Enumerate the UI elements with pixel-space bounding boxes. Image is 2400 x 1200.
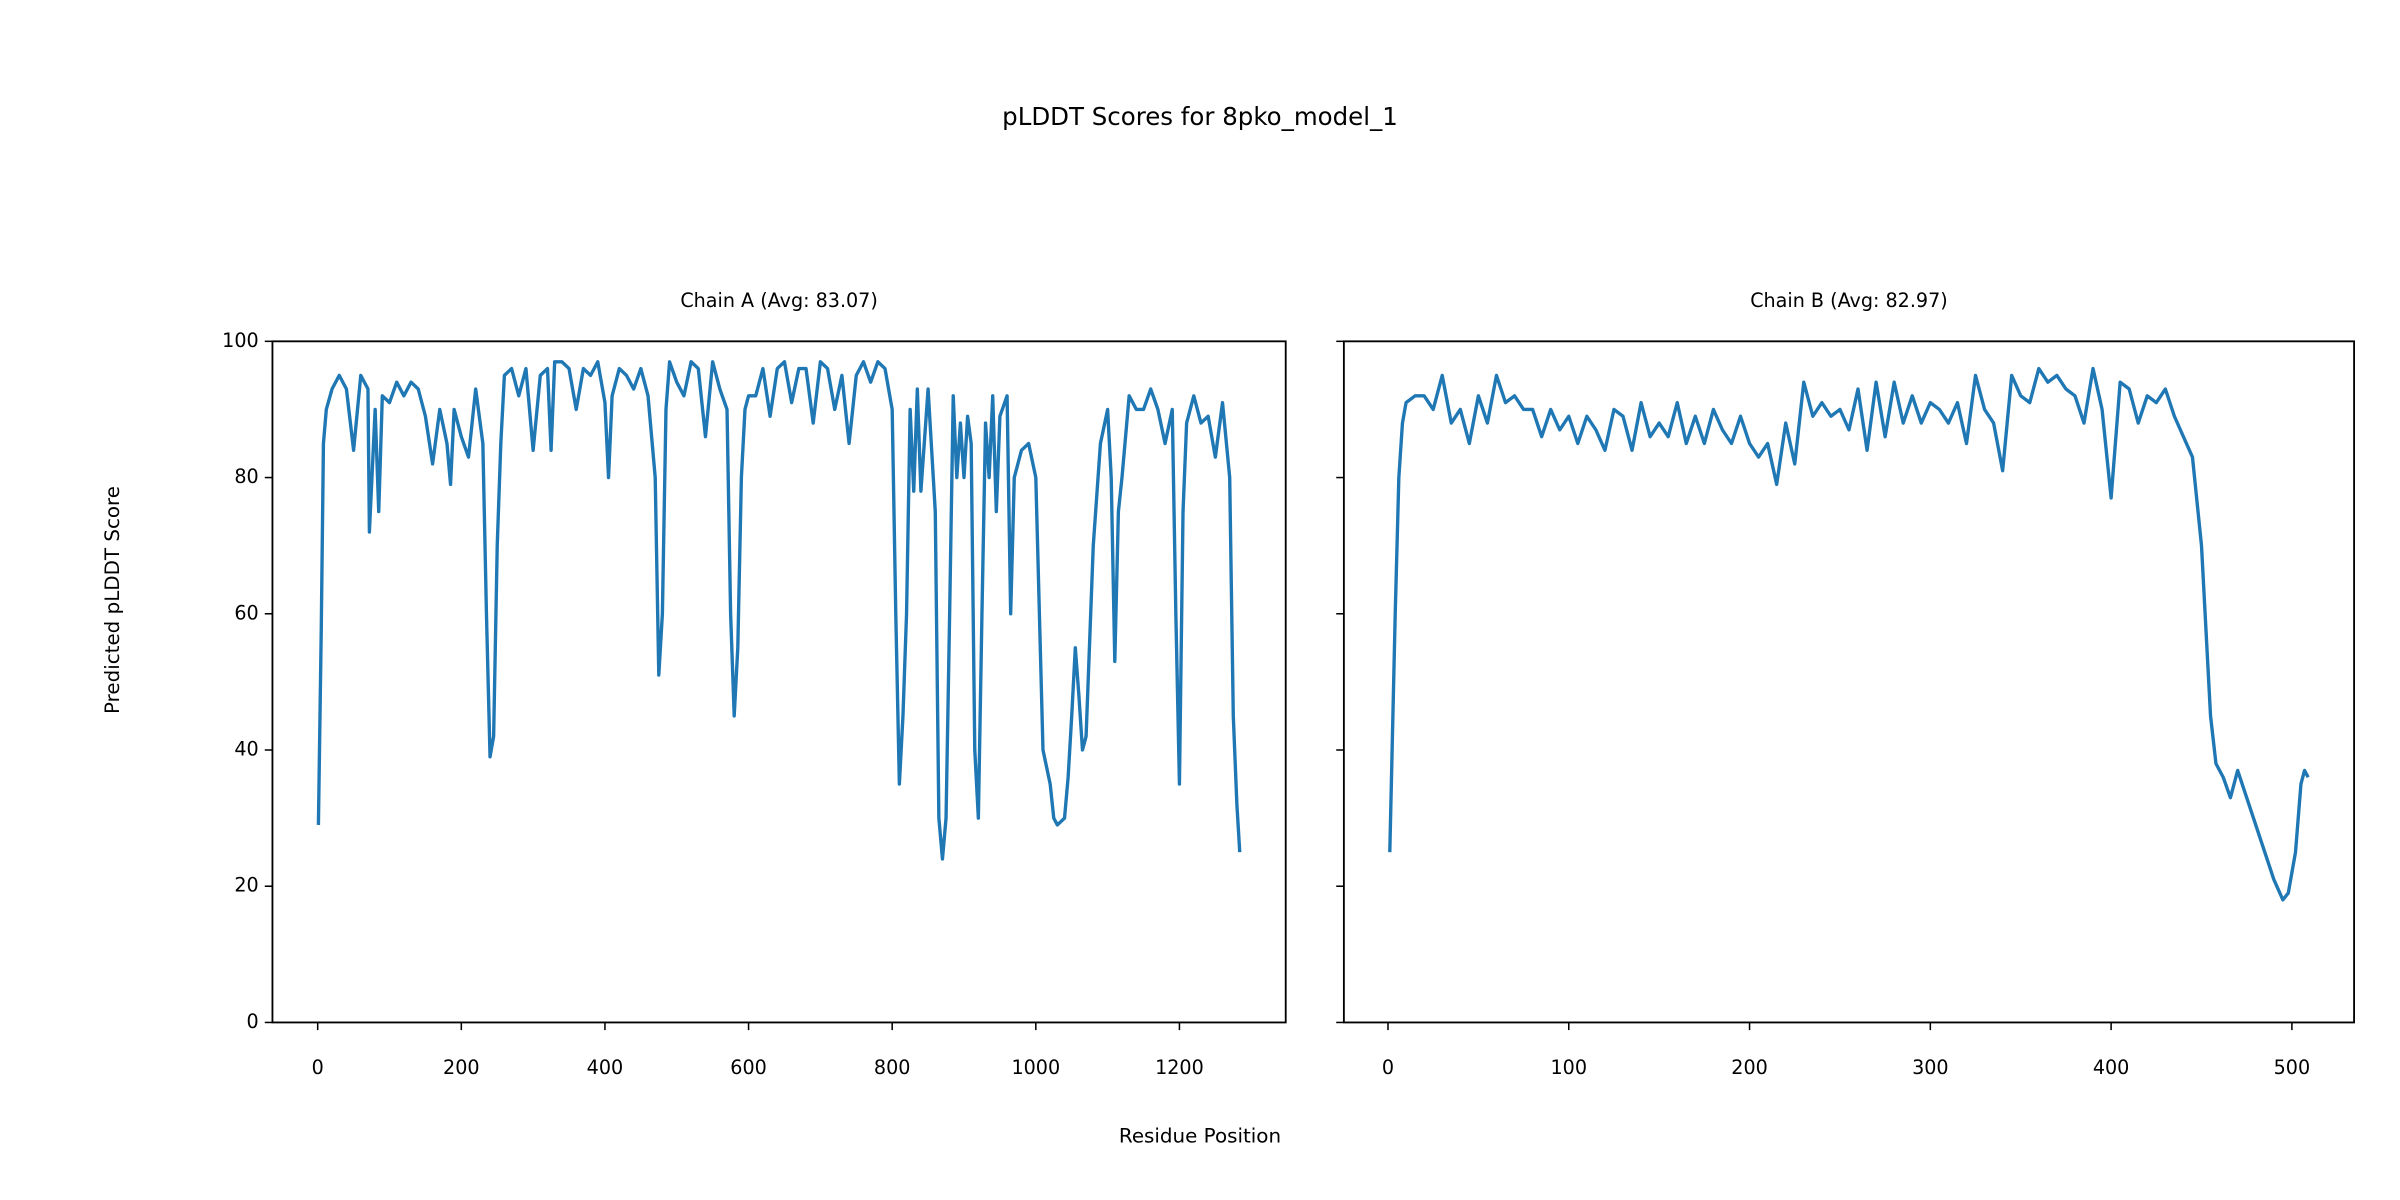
subplot-title: Chain B (Avg: 82.97) (1750, 289, 1948, 312)
x-tick-label: 0 (1382, 1056, 1394, 1079)
x-tick-label: 200 (1731, 1056, 1768, 1079)
x-tick-label: 400 (587, 1056, 624, 1079)
axes-frame (271, 340, 1287, 1024)
x-tick-label: 800 (874, 1056, 911, 1079)
y-tick-label: 60 (234, 601, 258, 624)
data-line (1388, 366, 2310, 902)
axes-frame (1342, 340, 2355, 1024)
x-tick-label: 400 (2093, 1056, 2130, 1079)
x-tick-label: 200 (443, 1056, 480, 1079)
y-axis-label: Predicted pLDDT Score (101, 486, 124, 714)
x-tick-label: 300 (1912, 1056, 1949, 1079)
x-tick-label: 600 (730, 1056, 767, 1079)
x-tick-label: 500 (2274, 1056, 2311, 1079)
y-tick-label: 40 (234, 738, 258, 761)
data-line (316, 360, 1242, 861)
x-tick-label: 100 (1551, 1056, 1588, 1079)
y-tick-label: 20 (234, 874, 258, 897)
x-tick-label: 1000 (1011, 1056, 1060, 1079)
x-tick-label: 0 (312, 1056, 324, 1079)
x-tick-label: 1200 (1155, 1056, 1204, 1079)
y-tick-label: 80 (234, 465, 258, 488)
x-axis-label: Residue Position (1119, 1125, 1281, 1148)
y-tick-label: 100 (222, 329, 259, 352)
subplot-title: Chain A (Avg: 83.07) (680, 289, 877, 312)
figure-title: pLDDT Scores for 8pko_model_1 (1002, 102, 1398, 131)
y-tick-label: 0 (247, 1010, 259, 1033)
